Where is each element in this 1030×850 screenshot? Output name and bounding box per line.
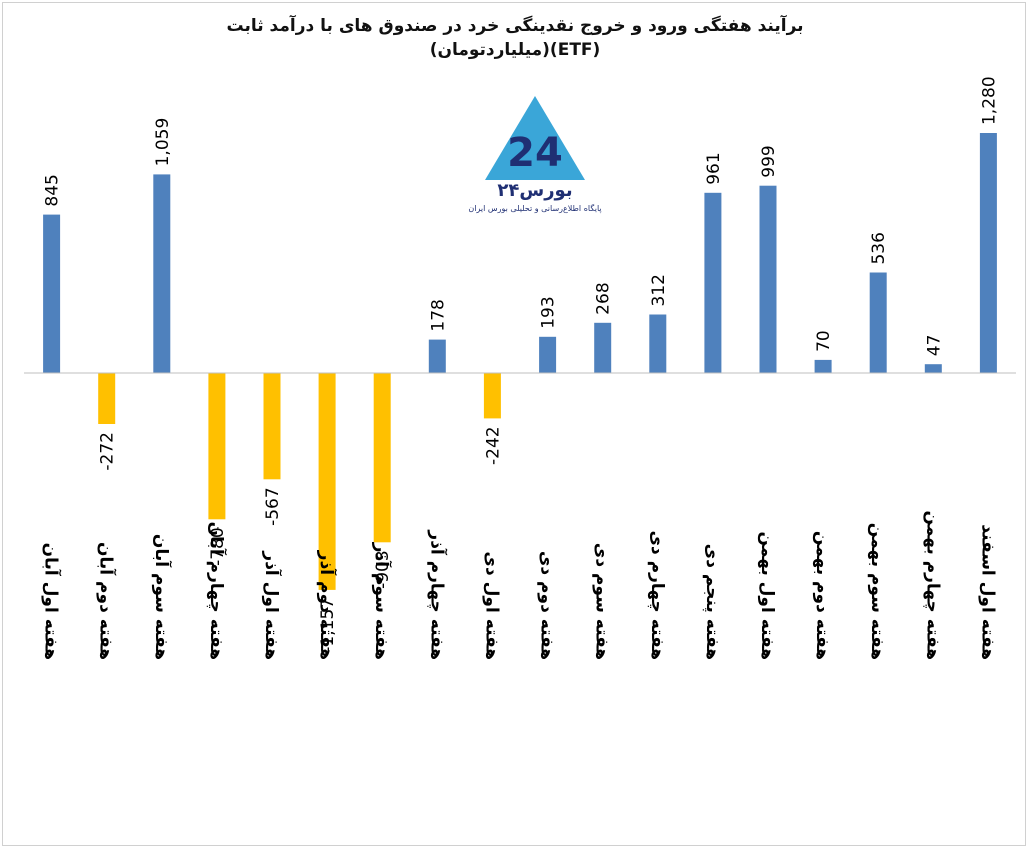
category-label-15: هفته دوم بهمن: [812, 531, 832, 660]
category-label-11: هفته سوم دی: [592, 543, 612, 660]
value-label-17: 47: [924, 335, 944, 357]
category-label-9: هفته اول دی: [481, 551, 501, 660]
category-label-16: هفته سوم بهمن: [867, 523, 887, 660]
borse24-logo: 24 بورس۲۴ پایگاه اطلاع‌رسانی و تحلیلی بو…: [468, 96, 602, 213]
category-label-10: هفته دوم دی: [537, 551, 557, 660]
category-label-4: هفته چهارم آبان: [206, 522, 228, 660]
bars-group: [43, 133, 997, 590]
bar-8: [428, 339, 446, 373]
category-label-6: هفته دوم آذر: [316, 550, 338, 660]
category-label-8: هفته چهارم آذر: [426, 529, 448, 660]
bar-10: [539, 336, 557, 373]
bar-9: [483, 373, 501, 419]
category-labels-group: هفته اول آبان هفته دوم آبان هفته سوم آبان ه…: [41, 510, 998, 660]
value-label-18: 1,280: [979, 76, 999, 125]
value-label-5: -567: [263, 487, 283, 526]
bar-6: [318, 373, 336, 590]
value-label-12: 312: [649, 274, 669, 306]
value-label-11: 268: [594, 282, 614, 314]
value-label-15: 70: [814, 330, 834, 352]
category-label-18: هفته اول اسفند: [977, 524, 997, 660]
value-labels-group: 845 -272 1,059 -780 -567 -1,157 -903 178 -242 193…: [43, 76, 1000, 652]
category-label-13: هفته پنجم دی: [702, 544, 722, 660]
bar-15: [814, 359, 832, 373]
bar-1: [43, 214, 61, 373]
category-label-1: هفته اول آبان: [41, 543, 63, 660]
bar-2: [98, 373, 116, 424]
category-label-7: هفته سوم آذر: [371, 542, 393, 660]
logo-brand-text: بورس۲۴: [497, 180, 572, 201]
bar-3: [153, 174, 171, 373]
value-label-6: -1,157: [318, 598, 338, 653]
category-label-3: هفته سوم آبان: [151, 534, 173, 660]
category-label-17: هفته چهارم بهمن: [922, 510, 942, 660]
bar-13: [704, 192, 722, 373]
bar-12: [649, 314, 667, 373]
bar-7: [373, 373, 391, 543]
chart-title-line-1: برآیند هفتگی ورود و خروج نقدینگی خرد در …: [226, 16, 804, 36]
value-label-16: 536: [869, 232, 889, 264]
value-label-14: 999: [759, 145, 779, 177]
bar-5: [263, 373, 281, 480]
category-label-14: هفته اول بهمن: [757, 531, 777, 660]
logo-mark-text: 24: [507, 130, 563, 176]
category-label-2: هفته دوم آبان: [96, 542, 118, 660]
logo-triangle-icon: [485, 96, 585, 180]
value-label-7: -903: [373, 550, 393, 589]
chart-title: برآیند هفتگی ورود و خروج نقدینگی خرد در …: [0, 14, 1030, 62]
value-label-3: 1,059: [153, 118, 173, 167]
bar-4: [208, 373, 226, 520]
logo-tagline: پایگاه اطلاع‌رسانی و تحلیلی بورس ایران: [468, 203, 601, 213]
category-label-12: هفته چهارم دی: [647, 530, 667, 660]
chart-title-line-2: (ETF)(میلیاردتومان): [429, 40, 601, 60]
bar-18: [979, 133, 997, 373]
value-label-4: -780: [208, 527, 228, 566]
value-label-13: 961: [704, 152, 724, 184]
bar-11: [594, 322, 612, 374]
value-label-1: 845: [43, 174, 63, 206]
bar-17: [924, 364, 942, 373]
value-label-2: -272: [98, 432, 118, 471]
category-label-5: هفته اول آذر: [261, 550, 283, 660]
bar-16: [869, 272, 887, 373]
bar-14: [759, 185, 777, 373]
value-label-9: -242: [483, 426, 503, 465]
value-label-10: 193: [539, 296, 559, 328]
value-label-8: 178: [428, 299, 448, 331]
